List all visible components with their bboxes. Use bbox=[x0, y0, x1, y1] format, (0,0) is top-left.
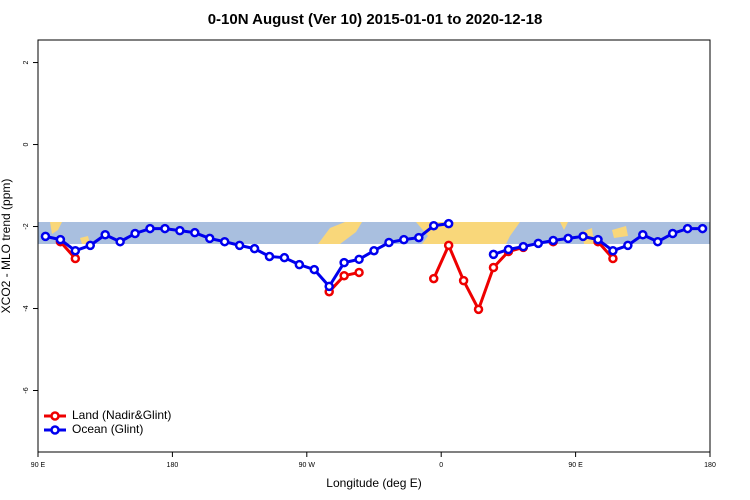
data-point bbox=[354, 254, 364, 265]
data-point bbox=[652, 236, 663, 247]
data-point bbox=[85, 240, 96, 251]
data-point bbox=[473, 304, 484, 315]
data-point bbox=[608, 253, 618, 264]
data-point bbox=[309, 264, 320, 275]
data-point bbox=[697, 223, 708, 234]
data-point bbox=[130, 228, 140, 239]
x-tick-label: 90 E bbox=[568, 462, 583, 469]
legend-marker bbox=[50, 411, 60, 421]
data-point bbox=[294, 259, 305, 270]
data-point bbox=[518, 241, 529, 252]
x-tick-label: 180 bbox=[167, 462, 179, 469]
data-point bbox=[40, 231, 51, 242]
data-point bbox=[623, 240, 633, 251]
data-point bbox=[608, 245, 618, 256]
data-point bbox=[548, 235, 558, 246]
data-point bbox=[264, 251, 275, 262]
x-tick-label: 180 bbox=[704, 462, 716, 469]
y-tick-label: 2 bbox=[23, 61, 30, 65]
data-point bbox=[279, 252, 290, 263]
x-tick-label: 0 bbox=[439, 462, 443, 469]
x-tick-label: 90 E bbox=[31, 462, 46, 469]
y-tick-label: -6 bbox=[23, 387, 30, 393]
y-tick-label: 0 bbox=[23, 142, 30, 146]
data-point bbox=[399, 234, 409, 245]
data-point bbox=[503, 244, 514, 255]
x-axis-label: Longitude (deg E) bbox=[326, 476, 421, 490]
data-point bbox=[204, 233, 215, 244]
data-point bbox=[70, 245, 81, 256]
data-point bbox=[578, 231, 588, 242]
data-point bbox=[414, 232, 424, 243]
data-point bbox=[682, 223, 693, 234]
data-point bbox=[384, 237, 394, 248]
data-point bbox=[428, 220, 439, 231]
y-axis-label: XCO2 - MLO trend (ppm) bbox=[0, 179, 13, 314]
data-point bbox=[115, 236, 125, 247]
data-point bbox=[70, 253, 81, 264]
data-point bbox=[190, 227, 200, 238]
data-point bbox=[488, 262, 499, 273]
legend: Land (Nadir&Glint)Ocean (Glint) bbox=[44, 408, 171, 436]
data-point bbox=[458, 275, 469, 286]
data-point bbox=[354, 267, 364, 278]
data-point bbox=[488, 249, 499, 260]
plot-frame bbox=[37, 39, 711, 453]
data-point bbox=[563, 233, 573, 244]
data-point bbox=[443, 218, 454, 229]
data-point bbox=[593, 234, 603, 245]
data-point bbox=[249, 243, 260, 254]
data-point bbox=[667, 228, 678, 239]
data-point bbox=[638, 229, 648, 240]
legend-label: Ocean (Glint) bbox=[72, 422, 143, 436]
data-point bbox=[428, 273, 439, 284]
data-point bbox=[324, 281, 334, 292]
data-point bbox=[100, 229, 110, 240]
x-tick-label: 90 W bbox=[299, 462, 316, 469]
data-point bbox=[55, 234, 66, 245]
data-point bbox=[175, 225, 185, 236]
legend-label: Land (Nadir&Glint) bbox=[72, 408, 171, 422]
data-point bbox=[339, 270, 349, 281]
y-tick-label: -4 bbox=[23, 305, 30, 311]
data-point bbox=[339, 257, 349, 268]
data-point bbox=[219, 236, 230, 247]
data-point bbox=[443, 240, 454, 251]
chart-title: 0-10N August (Ver 10) 2015-01-01 to 2020… bbox=[208, 11, 543, 28]
data-point bbox=[533, 238, 544, 249]
legend-marker bbox=[50, 425, 60, 435]
data-point bbox=[145, 223, 155, 234]
data-point bbox=[160, 223, 170, 234]
data-point bbox=[234, 240, 245, 251]
y-tick-label: -2 bbox=[23, 223, 30, 229]
data-point bbox=[369, 245, 379, 256]
